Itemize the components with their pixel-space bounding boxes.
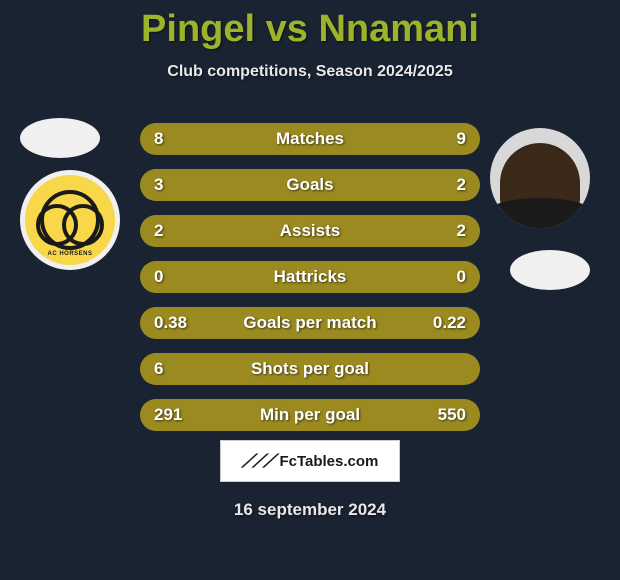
- player-right-avatar: [490, 128, 590, 228]
- stat-row-goals-per-match: 0.38 Goals per match 0.22: [140, 307, 480, 339]
- watermark: ⟋⟋⟋ FcTables.com: [220, 440, 400, 482]
- player-left-club-badge: AC HORSENS: [20, 170, 120, 270]
- stat-label: Min per goal: [140, 405, 480, 425]
- stat-label: Assists: [140, 221, 480, 241]
- page-title: Pingel vs Nnamani: [0, 0, 620, 51]
- player-right-club-badge: [510, 250, 590, 290]
- stats-container: 8 Matches 9 3 Goals 2 2 Assists 2 0 Hatt…: [140, 123, 480, 445]
- date-label: 16 september 2024: [0, 500, 620, 520]
- stat-label: Hattricks: [140, 267, 480, 287]
- avatar-shoulders-icon: [490, 198, 590, 228]
- watermark-text: FcTables.com: [279, 453, 378, 470]
- stat-label: Goals: [140, 175, 480, 195]
- horsens-rings-icon: [40, 190, 100, 250]
- chart-bars-icon: ⟋⟋⟋: [242, 451, 274, 472]
- stat-row-assists: 2 Assists 2: [140, 215, 480, 247]
- stat-row-goals: 3 Goals 2: [140, 169, 480, 201]
- club-badge-label: AC HORSENS: [25, 251, 115, 257]
- stat-label: Goals per match: [140, 313, 480, 333]
- stat-row-hattricks: 0 Hattricks 0: [140, 261, 480, 293]
- stat-row-min-per-goal: 291 Min per goal 550: [140, 399, 480, 431]
- stat-label: Shots per goal: [140, 359, 480, 379]
- player-left-avatar: [20, 118, 100, 158]
- subtitle: Club competitions, Season 2024/2025: [0, 63, 620, 81]
- stat-label: Matches: [140, 129, 480, 149]
- stat-row-matches: 8 Matches 9: [140, 123, 480, 155]
- stat-row-shots-per-goal: 6 Shots per goal: [140, 353, 480, 385]
